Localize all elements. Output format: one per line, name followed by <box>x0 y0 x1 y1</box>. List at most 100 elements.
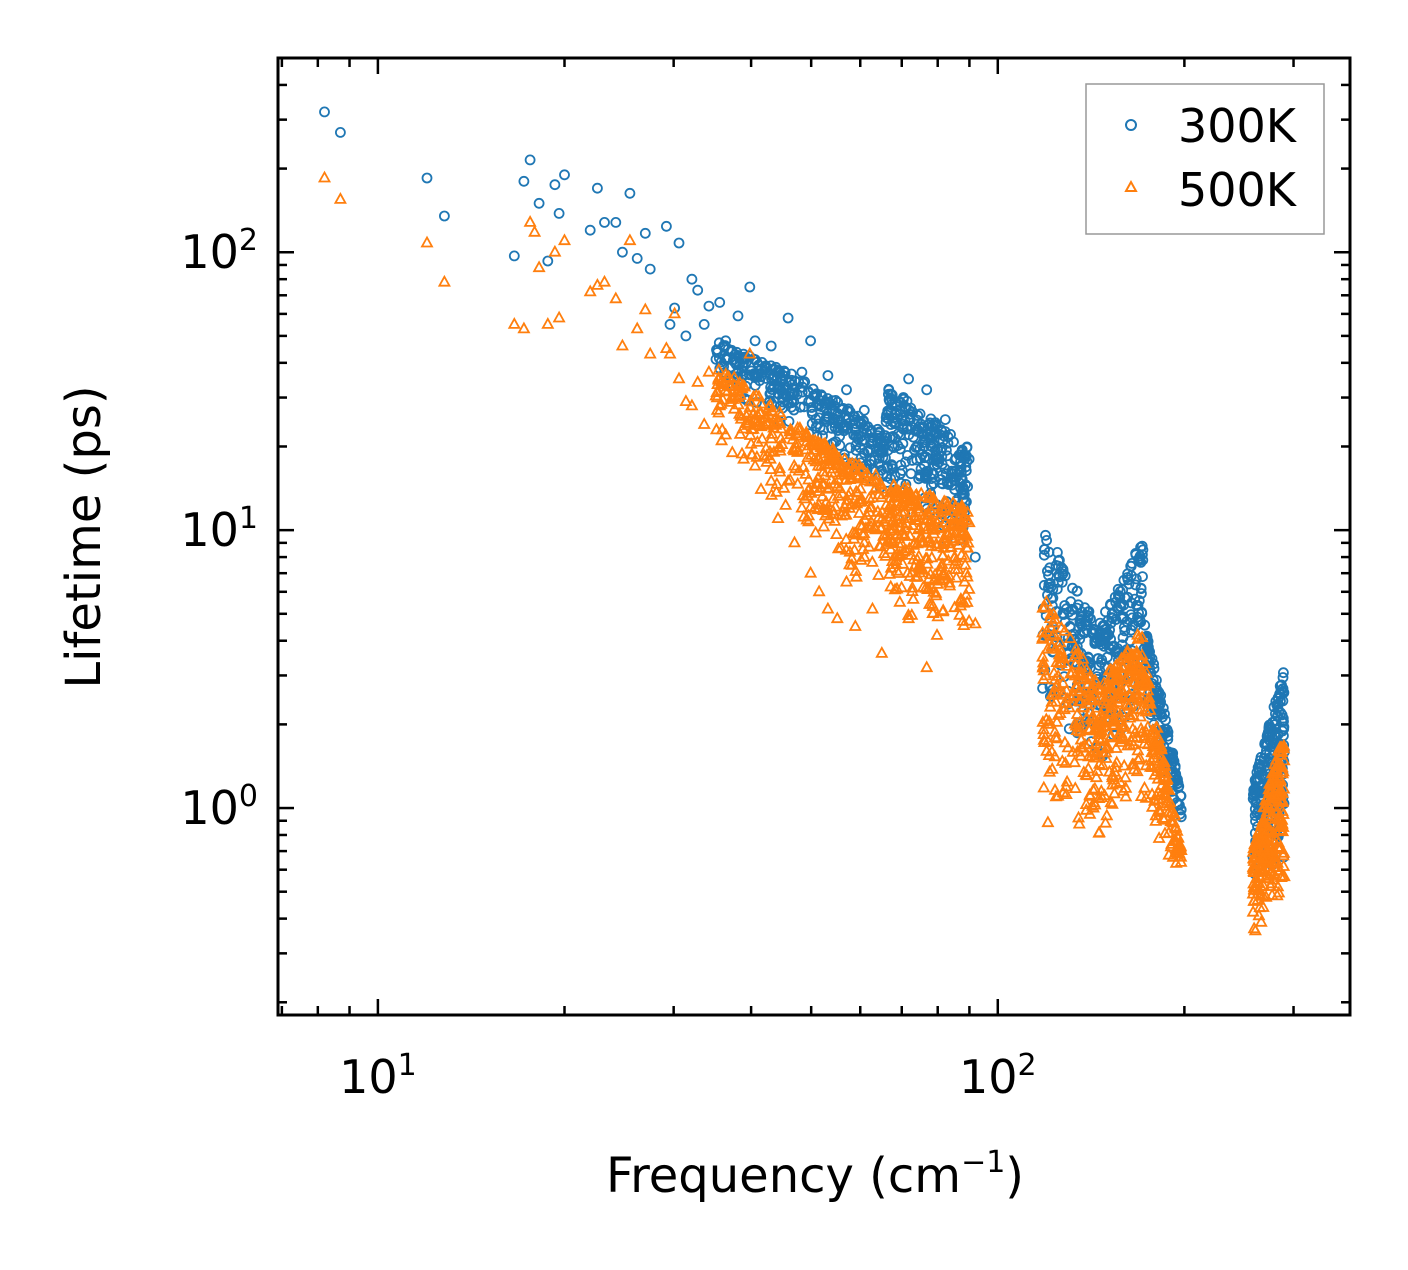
point-500k <box>1168 834 1182 846</box>
point-300k <box>959 452 971 464</box>
point-500k <box>809 525 823 538</box>
point-300k <box>549 179 561 191</box>
point-500k <box>507 317 521 329</box>
point-500k <box>1109 741 1123 753</box>
point-500k <box>1102 764 1116 777</box>
point-500k <box>1139 790 1153 803</box>
point-500k <box>960 569 974 582</box>
point-500k <box>1272 885 1286 898</box>
point-500k <box>1101 739 1115 752</box>
point-500k <box>1081 761 1095 774</box>
point-300k <box>1134 555 1146 567</box>
point-300k <box>1052 576 1064 588</box>
point-300k <box>1057 607 1069 619</box>
point-500k <box>1097 701 1111 713</box>
point-500k <box>894 548 908 560</box>
point-300k <box>920 469 931 481</box>
point-300k <box>921 384 933 396</box>
point-500k <box>862 539 876 552</box>
point-500k <box>1056 785 1070 798</box>
point-500k <box>765 427 779 439</box>
point-500k <box>897 505 912 517</box>
point-500k <box>1154 742 1168 755</box>
point-500k <box>772 461 787 474</box>
y-tick-label-base: 10 <box>180 503 239 557</box>
point-300k <box>732 310 744 322</box>
point-500k <box>858 469 873 482</box>
point-300k <box>777 373 788 385</box>
point-500k <box>1094 784 1108 796</box>
point-500k <box>1072 816 1086 829</box>
point-500k <box>1118 671 1132 684</box>
point-500k <box>1107 786 1121 799</box>
point-500k <box>1047 665 1061 678</box>
point-300k <box>939 414 951 426</box>
y-tick-label: 100 <box>180 779 258 835</box>
point-500k <box>836 458 850 471</box>
point-500k <box>1054 645 1069 658</box>
point-500k <box>895 580 909 593</box>
legend-300k-label: 300K <box>1178 99 1298 153</box>
point-500k <box>1098 815 1113 828</box>
point-500k <box>819 495 833 508</box>
point-300k <box>887 430 899 442</box>
point-500k <box>1085 748 1099 761</box>
point-300k <box>1097 630 1109 641</box>
point-500k <box>820 503 834 515</box>
point-500k <box>557 233 572 246</box>
point-300k <box>969 551 981 563</box>
point-500k <box>962 582 976 594</box>
point-500k <box>872 568 886 580</box>
point-500k <box>1117 758 1131 771</box>
legend-300k-marker <box>1125 119 1137 131</box>
point-300k <box>796 386 808 398</box>
point-500k <box>1095 790 1109 802</box>
point-500k <box>1092 748 1106 761</box>
point-500k <box>809 476 824 489</box>
point-500k <box>734 408 748 421</box>
point-300k <box>1057 563 1069 575</box>
point-300k <box>1115 598 1127 609</box>
point-300k <box>592 182 603 194</box>
point-500k <box>926 606 940 618</box>
point-500k <box>1104 700 1118 713</box>
point-300k <box>1259 765 1271 776</box>
point-500k <box>615 338 629 351</box>
point-500k <box>958 557 972 570</box>
point-500k <box>863 474 877 487</box>
point-300k <box>698 318 710 330</box>
point-500k <box>961 540 975 553</box>
point-300k <box>1162 734 1174 745</box>
point-500k <box>774 431 788 444</box>
point-500k <box>1075 667 1089 679</box>
point-500k <box>714 374 728 387</box>
point-500k <box>1125 757 1139 770</box>
point-500k <box>1102 706 1116 719</box>
point-300k <box>812 399 824 411</box>
point-500k <box>735 446 749 459</box>
x-tick-label: 101 <box>339 1048 417 1104</box>
point-300k <box>739 353 751 365</box>
point-500k <box>1056 676 1070 688</box>
point-500k <box>1265 855 1279 868</box>
point-300k <box>1088 624 1100 636</box>
point-500k <box>1053 635 1067 648</box>
point-300k <box>1137 571 1148 582</box>
point-500k <box>1063 666 1078 679</box>
point-500k <box>1124 660 1138 673</box>
point-500k <box>1057 702 1071 715</box>
point-500k <box>754 396 768 409</box>
x-axis-label-exponent: −1 <box>961 1145 1005 1180</box>
point-500k <box>920 660 934 673</box>
point-500k <box>1173 840 1187 853</box>
point-300k <box>1043 546 1055 558</box>
point-500k <box>909 510 923 522</box>
point-500k <box>858 512 872 525</box>
point-500k <box>1105 777 1120 790</box>
point-300k <box>858 415 869 427</box>
point-500k <box>1173 849 1187 862</box>
point-300k <box>1078 627 1089 639</box>
point-300k <box>784 388 795 400</box>
point-500k <box>1126 708 1140 721</box>
point-500k <box>1036 600 1050 613</box>
